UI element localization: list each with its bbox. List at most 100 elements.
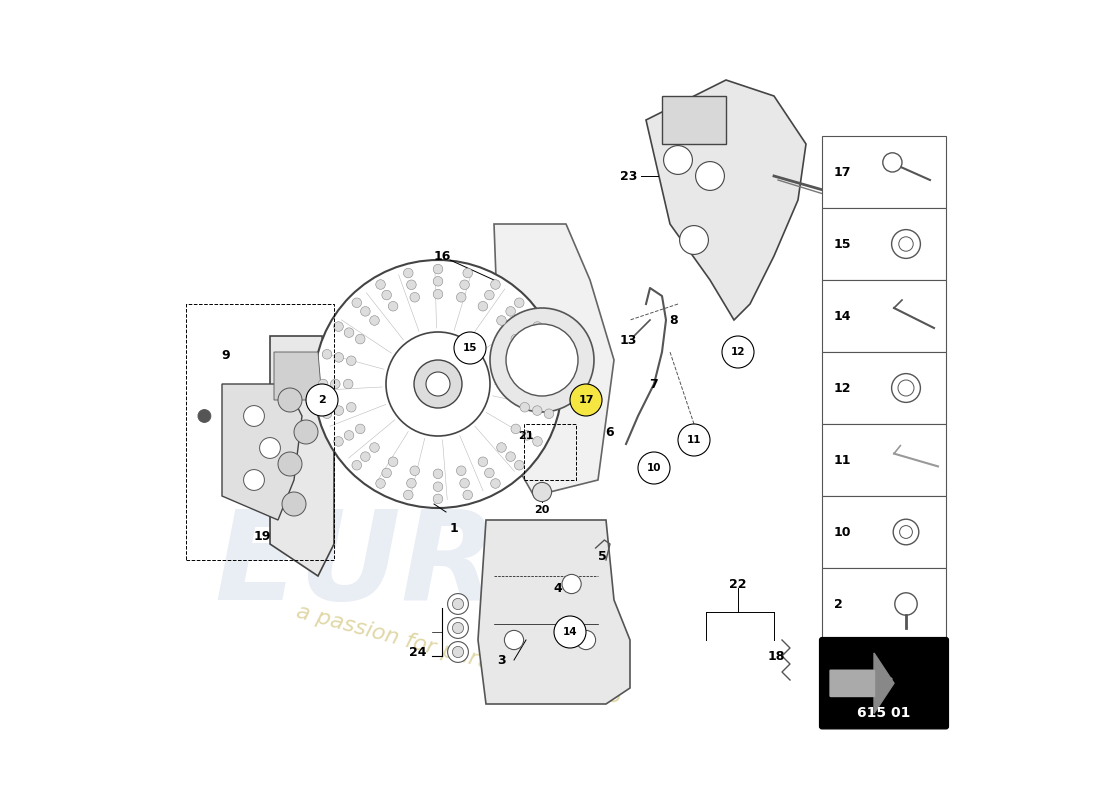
Circle shape <box>497 442 506 452</box>
Text: 10: 10 <box>647 463 661 473</box>
Text: 23: 23 <box>619 170 637 182</box>
Text: 11: 11 <box>686 435 702 445</box>
Circle shape <box>491 478 501 488</box>
Bar <box>822 136 946 208</box>
Circle shape <box>680 226 708 254</box>
Circle shape <box>243 470 264 490</box>
Text: 21: 21 <box>518 431 534 441</box>
Circle shape <box>536 379 546 389</box>
Circle shape <box>370 442 379 452</box>
Circle shape <box>355 424 365 434</box>
Circle shape <box>883 153 902 172</box>
Circle shape <box>544 409 553 418</box>
Polygon shape <box>478 520 630 704</box>
Circle shape <box>404 490 414 500</box>
Circle shape <box>361 306 371 316</box>
Circle shape <box>532 322 542 331</box>
Text: EUR: EUR <box>214 505 497 626</box>
Circle shape <box>448 642 469 662</box>
Text: 17: 17 <box>834 166 851 178</box>
Circle shape <box>506 306 516 316</box>
Circle shape <box>722 336 754 368</box>
Circle shape <box>352 298 362 307</box>
Text: a passion for parts since 1985: a passion for parts since 1985 <box>294 602 624 708</box>
Circle shape <box>522 328 531 338</box>
Circle shape <box>898 380 914 396</box>
Circle shape <box>318 379 328 389</box>
Bar <box>822 496 946 568</box>
Circle shape <box>893 519 918 545</box>
Circle shape <box>520 402 529 412</box>
Circle shape <box>433 469 443 478</box>
Circle shape <box>198 410 211 422</box>
Polygon shape <box>270 336 334 576</box>
Circle shape <box>532 482 551 502</box>
Text: 2: 2 <box>834 598 843 610</box>
Text: 5: 5 <box>597 550 606 562</box>
Circle shape <box>355 334 365 344</box>
Bar <box>186 304 334 560</box>
Polygon shape <box>662 96 726 144</box>
Circle shape <box>695 162 725 190</box>
Text: 12: 12 <box>834 382 851 394</box>
Circle shape <box>522 379 532 389</box>
Circle shape <box>448 594 469 614</box>
Polygon shape <box>830 670 874 696</box>
Circle shape <box>370 316 379 326</box>
Circle shape <box>333 322 343 331</box>
Text: 15: 15 <box>463 343 477 353</box>
Text: 615 01: 615 01 <box>857 706 911 721</box>
Circle shape <box>463 268 473 278</box>
Circle shape <box>892 374 921 402</box>
Circle shape <box>678 424 710 456</box>
Circle shape <box>414 360 462 408</box>
Text: 8: 8 <box>670 314 679 326</box>
Circle shape <box>410 293 419 302</box>
Circle shape <box>576 630 595 650</box>
Text: 11: 11 <box>834 454 851 466</box>
Circle shape <box>346 356 356 366</box>
Text: 9: 9 <box>222 350 230 362</box>
Text: 14: 14 <box>834 310 851 322</box>
Circle shape <box>361 452 371 462</box>
Circle shape <box>899 237 913 251</box>
Circle shape <box>520 356 529 366</box>
Bar <box>822 424 946 496</box>
Circle shape <box>454 332 486 364</box>
Bar <box>822 208 946 280</box>
Circle shape <box>460 280 470 290</box>
Circle shape <box>407 280 416 290</box>
Circle shape <box>463 490 473 500</box>
Circle shape <box>452 622 463 634</box>
Circle shape <box>522 430 531 440</box>
Circle shape <box>485 468 494 478</box>
Circle shape <box>663 146 692 174</box>
Circle shape <box>388 457 398 466</box>
Circle shape <box>386 332 490 436</box>
Circle shape <box>506 452 516 462</box>
Circle shape <box>505 630 524 650</box>
Circle shape <box>343 379 353 389</box>
Text: 24: 24 <box>409 646 427 658</box>
Circle shape <box>407 478 416 488</box>
Circle shape <box>532 406 542 415</box>
Circle shape <box>433 482 443 491</box>
Circle shape <box>314 260 562 508</box>
Circle shape <box>562 574 581 594</box>
Circle shape <box>900 526 912 538</box>
Circle shape <box>433 290 443 299</box>
Text: 15: 15 <box>834 238 851 250</box>
Text: 7: 7 <box>650 378 659 390</box>
Text: 20: 20 <box>535 506 550 515</box>
Text: 4: 4 <box>553 582 562 594</box>
Circle shape <box>548 379 558 389</box>
Circle shape <box>491 280 501 290</box>
Circle shape <box>282 492 306 516</box>
Circle shape <box>452 598 463 610</box>
Text: 2: 2 <box>318 395 326 405</box>
Circle shape <box>344 328 354 338</box>
Circle shape <box>376 478 385 488</box>
Text: 6: 6 <box>606 426 614 438</box>
Text: 14: 14 <box>563 627 578 637</box>
Circle shape <box>532 437 542 446</box>
